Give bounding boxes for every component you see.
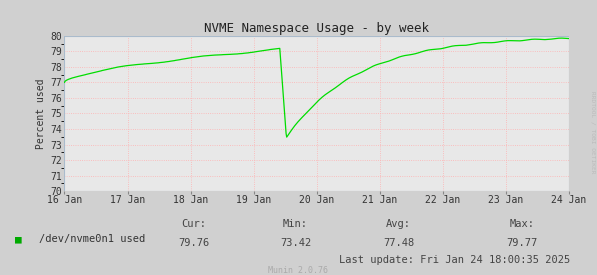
Y-axis label: Percent used: Percent used bbox=[36, 78, 46, 149]
Text: Munin 2.0.76: Munin 2.0.76 bbox=[269, 266, 328, 275]
Text: Avg:: Avg: bbox=[386, 219, 411, 229]
Text: Max:: Max: bbox=[510, 219, 535, 229]
Text: Cur:: Cur: bbox=[181, 219, 207, 229]
Text: Last update: Fri Jan 24 18:00:35 2025: Last update: Fri Jan 24 18:00:35 2025 bbox=[339, 255, 570, 265]
Text: 73.42: 73.42 bbox=[280, 238, 311, 248]
Text: 79.77: 79.77 bbox=[507, 238, 538, 248]
Title: NVME Namespace Usage - by week: NVME Namespace Usage - by week bbox=[204, 21, 429, 35]
Text: 77.48: 77.48 bbox=[383, 238, 414, 248]
Text: ■: ■ bbox=[15, 234, 21, 244]
Text: /dev/nvme0n1 used: /dev/nvme0n1 used bbox=[39, 234, 145, 244]
Text: Min:: Min: bbox=[283, 219, 308, 229]
Text: 79.76: 79.76 bbox=[179, 238, 210, 248]
Text: RRDTOOL / TOBI OETIKER: RRDTOOL / TOBI OETIKER bbox=[590, 91, 595, 173]
